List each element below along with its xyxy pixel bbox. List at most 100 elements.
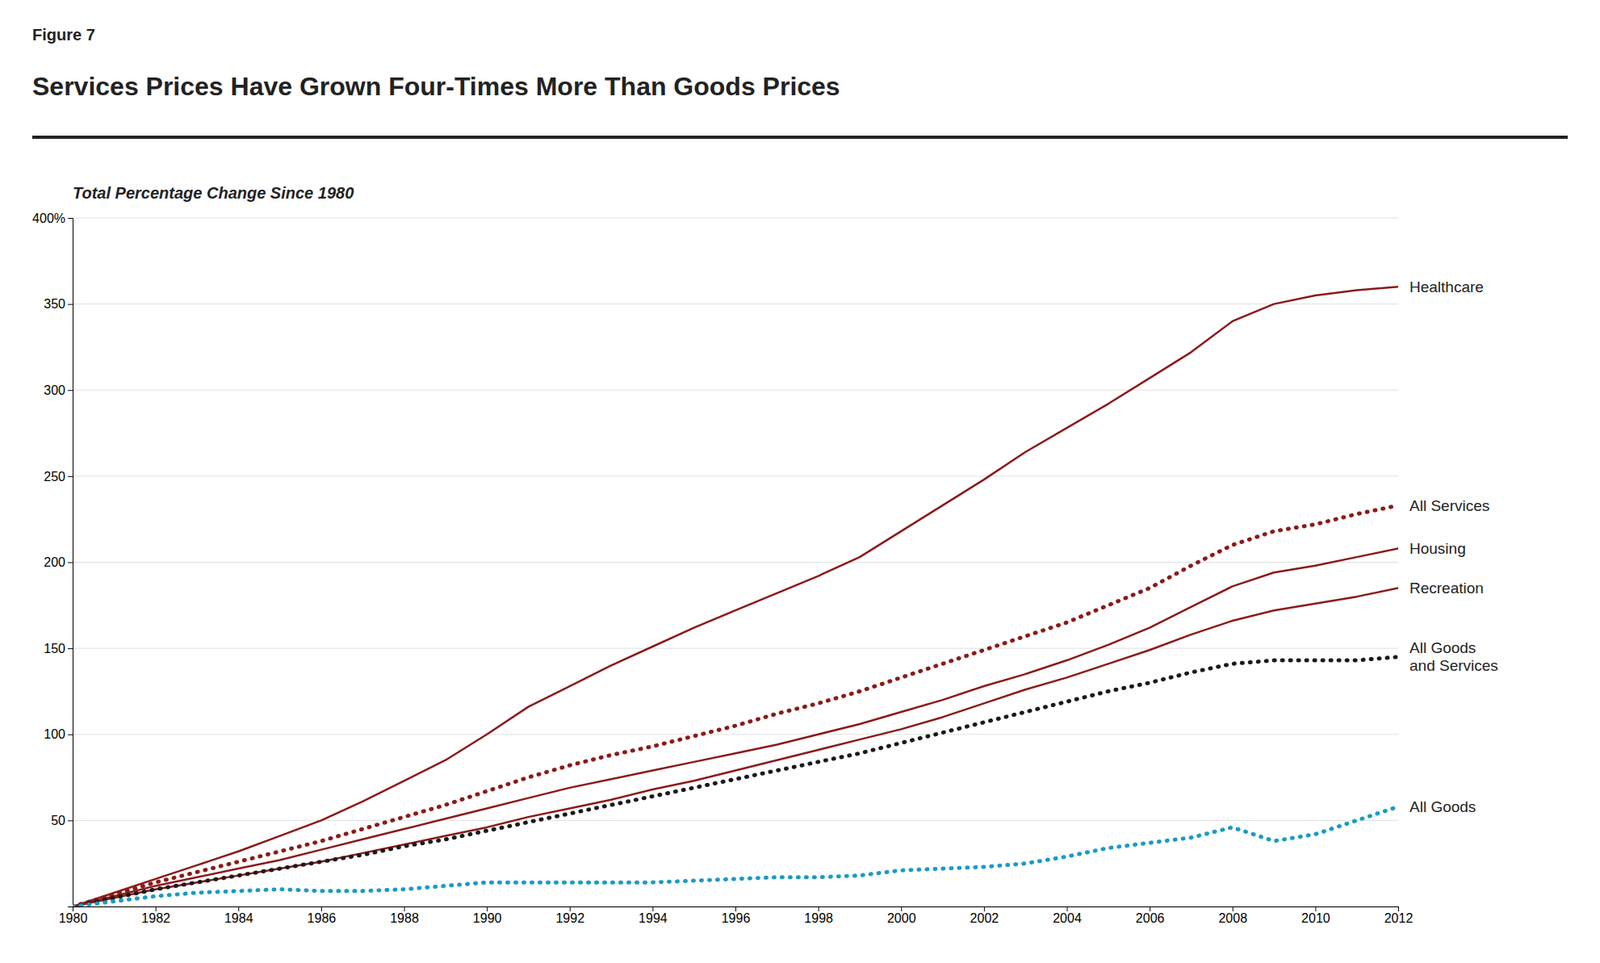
y-tick-mark [67, 476, 73, 478]
divider [32, 135, 1568, 139]
series-line [72, 505, 1399, 907]
x-tick-label: 2010 [1301, 911, 1331, 926]
x-tick-label: 1996 [721, 911, 751, 926]
x-tick: 2008 [1218, 906, 1248, 926]
chart: Figure 7 Services Prices Have Grown Four-… [0, 0, 1600, 963]
plot-area: 1980 1982 1984 1986 1988 1990 1992 1994 1996 1998… [32, 211, 1413, 926]
x-tick: 1984 [224, 906, 254, 926]
series-label-line: All Services [1409, 497, 1490, 515]
y-tick: 250 [43, 469, 73, 483]
x-tick-label: 1992 [555, 911, 585, 926]
y-tick-label: 200 [43, 555, 66, 570]
x-tick-mark [569, 906, 571, 912]
x-tick: 2002 [970, 906, 1000, 926]
series-label-line: Recreation [1409, 579, 1484, 597]
subtitle: Total Percentage Change Since 1980 [72, 184, 354, 202]
y-tick-mark [67, 304, 73, 306]
lines [72, 286, 1399, 907]
series-label: All Goodsand Services [1409, 639, 1499, 675]
x-tick-mark [900, 906, 902, 912]
y-tick-mark [67, 906, 73, 908]
x-tick-label: 2000 [887, 911, 917, 926]
grid-line [72, 733, 1399, 735]
series-line [72, 286, 1399, 907]
x-tick-mark [404, 906, 406, 912]
y-tick [67, 906, 73, 908]
y-tick: 50 [50, 813, 73, 828]
x-tick: 1980 [58, 906, 88, 926]
x-tick-label: 1980 [58, 911, 88, 926]
x-tick-label: 2012 [1384, 911, 1414, 926]
series-label: All Goods [1409, 798, 1476, 816]
x-tick-mark [238, 906, 239, 912]
x-tick-mark [1315, 906, 1316, 912]
series-labels: Healthcare All Services Housing Recreation A… [1409, 278, 1499, 816]
figure-label: Figure 7 [32, 25, 96, 44]
x-tick-mark [735, 906, 737, 912]
grid-line [72, 303, 1399, 305]
x-tick-label: 1986 [307, 911, 337, 926]
x-tick: 2012 [1384, 906, 1414, 926]
series-line [72, 806, 1399, 907]
grid-line [72, 475, 1399, 477]
y-tick-label: 300 [43, 383, 66, 398]
x-tick: 1986 [307, 906, 337, 926]
grid [72, 217, 1399, 907]
series-label: Recreation [1409, 579, 1484, 597]
x-tick: 1988 [389, 906, 419, 926]
series-label-line: Healthcare [1409, 278, 1484, 296]
series-label-line: All Goods [1409, 639, 1476, 657]
x-tick: 2010 [1301, 906, 1331, 926]
y-tick-mark [67, 389, 73, 391]
y-tick: 100 [43, 727, 73, 742]
x-tick-mark [1149, 906, 1151, 912]
x-tick-label: 1982 [141, 911, 171, 926]
x-axis: 1980 1982 1984 1986 1988 1990 1992 1994 1996 1998… [58, 906, 1414, 926]
y-tick-label: 50 [50, 813, 66, 828]
y-tick-label: 250 [43, 469, 66, 483]
x-axis-line [73, 907, 1399, 913]
x-tick: 2006 [1135, 906, 1165, 926]
series-label-line: All Goods [1409, 798, 1476, 816]
x-tick-mark [1232, 906, 1234, 912]
x-tick: 1982 [141, 906, 171, 926]
x-tick-label: 1994 [638, 911, 668, 926]
series-label: Healthcare [1409, 278, 1484, 296]
title: Services Prices Have Grown Four-Times Mo… [32, 71, 841, 101]
x-tick: 1992 [555, 906, 585, 926]
y-tick-label: 150 [43, 641, 66, 656]
x-tick-label: 1990 [473, 911, 503, 926]
y-axis-line [67, 218, 74, 908]
x-tick: 1998 [804, 906, 834, 926]
x-tick: 2004 [1052, 906, 1082, 926]
y-tick: 400% [32, 211, 73, 226]
y-tick-mark [67, 648, 73, 650]
y-tick: 350 [43, 297, 73, 311]
x-tick-label: 1984 [224, 911, 254, 926]
x-tick-mark [486, 906, 488, 912]
x-tick: 1990 [473, 906, 503, 926]
y-axis: 50 100 150 200 250 300 350 400% [32, 211, 73, 908]
y-tick-label: 100 [43, 727, 66, 742]
x-tick-label: 2008 [1218, 911, 1248, 926]
y-tick: 300 [43, 383, 73, 398]
x-tick-mark [155, 906, 157, 912]
grid-line [72, 648, 1399, 650]
y-tick: 200 [43, 555, 73, 570]
series-label: Housing [1409, 540, 1466, 558]
x-tick-mark [321, 906, 323, 912]
x-tick: 1996 [721, 906, 751, 926]
x-tick-label: 2002 [970, 911, 1000, 926]
series-line [72, 657, 1399, 907]
x-tick-mark [818, 906, 820, 912]
x-tick-label: 1988 [389, 911, 419, 926]
y-tick-label: 400% [32, 211, 66, 226]
x-tick: 2000 [887, 906, 917, 926]
series-line [72, 548, 1399, 907]
x-tick-label: 2004 [1052, 911, 1082, 926]
x-tick-label: 1998 [804, 911, 834, 926]
y-tick-mark [67, 562, 73, 564]
grid-line [72, 389, 1399, 391]
y-tick-label: 350 [43, 297, 66, 311]
x-tick: 1994 [638, 906, 668, 926]
